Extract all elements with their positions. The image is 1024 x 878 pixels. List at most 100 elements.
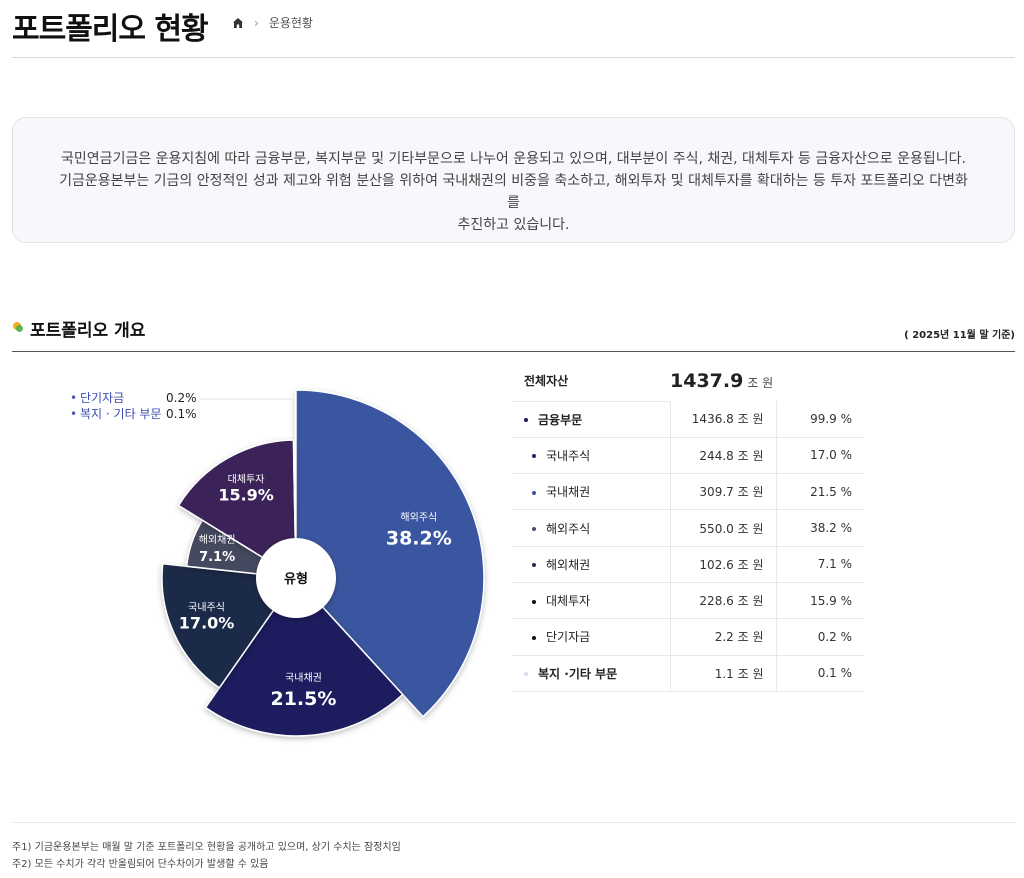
pie-center [256,538,336,618]
slice-percent: 7.1% [199,550,235,565]
row-percent: 38.2 % [776,509,864,547]
bullet-icon: • [70,391,78,405]
total-value: 1437.9 [670,370,744,392]
total-label: 전체자산 [512,361,670,402]
row-percent: 17.0 % [776,437,864,475]
row-label: 금융부문 [538,412,583,427]
table-row: 복지 ·기타 부문 1.1 조 원 0.1 % [512,655,864,692]
row-percent: 99.9 % [776,401,864,438]
table-body: 금융부문 1436.8 조 원 99.9 % 국내주식 244.8 조 원 17.0 % 국… [512,401,864,692]
bullet-dot-icon [524,418,528,423]
section-title: 포트폴리오 개요 [30,321,146,341]
breadcrumb: › 운용현황 [232,14,313,31]
row-label-cell: 단기자금 [512,618,670,656]
intro-line-3: 추진하고 있습니다. [457,217,570,233]
row-amount: 228.6 조 원 [669,582,777,620]
slice-label: 해외채권 [199,533,236,546]
row-percent: 0.2 % [776,618,864,656]
bullet-dot-icon [532,599,536,604]
page-header: 포트폴리오 현황 › 운용현황 [12,0,1015,58]
legend-value: 0.2% [166,391,197,405]
slice-label: 해외주식 [400,510,437,523]
row-label: 국내채권 [546,485,591,500]
footnotes: 주1) 기금운용본부는 매월 말 기준 포트폴리오 현황을 공개하고 있으며, … [12,822,1015,873]
row-percent: 15.9 % [776,582,864,620]
row-label: 복지 ·기타 부문 [538,666,618,681]
row-label: 단기자금 [546,630,591,645]
row-amount: 2.2 조 원 [669,618,777,656]
pie-center-label: 유형 [284,571,308,587]
page-title: 포트폴리오 현황 [12,12,209,47]
legend-value: 0.1% [166,407,197,421]
basis-date: ( 2025년 11월 말 기준) [904,330,1015,341]
table-row: 해외채권 102.6 조 원 7.1 % [512,546,864,583]
row-label-cell: 금융부문 [512,401,670,438]
row-label: 대체투자 [546,594,591,609]
row-label: 국내주식 [546,448,591,463]
row-label-cell: 대체투자 [512,582,670,620]
row-label-cell: 복지 ·기타 부문 [512,655,670,692]
slice-percent: 17.0% [179,614,235,633]
slice-percent: 15.9% [218,485,274,504]
table-row: 금융부문 1436.8 조 원 99.9 % [512,401,864,438]
legend-item: • 복지 · 기타 부문 0.1% [70,406,197,422]
slice-label: 국내채권 [285,672,322,684]
row-percent: 0.1 % [776,655,864,692]
row-label-cell: 국내주식 [512,437,670,475]
row-label: 해외주식 [546,521,591,536]
legend-item: • 단기자금 0.2% [70,390,197,406]
bullet-dot-icon [532,563,536,568]
row-amount: 1.1 조 원 [669,655,777,692]
row-amount: 550.0 조 원 [669,509,777,547]
legend-label: 단기자금 [80,391,125,405]
intro-line-2: 기금운용본부는 기금의 안정적인 성과 제고와 위험 분산을 위하여 국내채권의… [59,173,968,211]
table-row: 해외주식 550.0 조 원 38.2 % [512,509,864,547]
small-slices-legend: • 단기자금 0.2% • 복지 · 기타 부문 0.1% [70,390,197,422]
total-unit: 조 원 [747,376,774,390]
row-label-cell: 해외주식 [512,509,670,547]
row-amount: 244.8 조 원 [669,437,777,475]
total-amount: 1437.9 조 원 [670,361,864,401]
slice-label: 대체투자 [228,473,265,485]
table-row: 대체투자 228.6 조 원 15.9 % [512,582,864,620]
row-label-cell: 해외채권 [512,546,670,583]
bullet-dot-icon [532,454,536,459]
bullet-dot-icon [532,635,536,640]
table-row: 단기자금 2.2 조 원 0.2 % [512,618,864,656]
row-amount: 309.7 조 원 [669,473,777,511]
bullet-icon: • [70,407,78,421]
table-row-total: 전체자산 1437.9 조 원 [512,361,864,402]
slice-label: 국내주식 [188,602,225,614]
breadcrumb-current[interactable]: 운용현황 [268,16,313,30]
pie-slice[interactable] [177,439,297,580]
portfolio-table: 전체자산 1437.9 조 원 금융부문 1436.8 조 원 99.9 % 국내주식 2… [512,361,864,692]
row-amount: 102.6 조 원 [669,546,777,583]
bullet-dot-icon [532,490,536,495]
row-label: 해외채권 [546,557,591,572]
pie-slices [161,389,485,737]
slice-percent: 21.5% [270,688,336,710]
row-amount: 1436.8 조 원 [669,401,777,438]
row-label-cell: 국내채권 [512,473,670,511]
section-bullet-icon [13,322,23,332]
chevron-right-icon: › [254,15,259,30]
row-percent: 7.1 % [776,546,864,583]
pie-slice[interactable] [295,389,485,718]
footnote-2: 주2) 모든 수치가 각각 반올림되어 단수차이가 발생할 수 있음 [12,859,269,870]
intro-box: 국민연금기금은 운용지침에 따라 금융부문, 복지부문 및 기타부문으로 나누어… [12,117,1015,243]
bullet-dot-icon [524,672,528,677]
section-header: 포트폴리오 개요 ( 2025년 11월 말 기준) [12,314,1015,352]
pie-slice[interactable] [204,576,404,737]
intro-line-1: 국민연금기금은 운용지침에 따라 금융부문, 복지부문 및 기타부문으로 나누어… [61,151,966,167]
pie-slice[interactable] [294,389,297,579]
row-percent: 21.5 % [776,473,864,511]
slice-percent: 38.2% [386,527,452,549]
footnote-1: 주1) 기금운용본부는 매월 말 기준 포트폴리오 현황을 공개하고 있으며, … [12,842,401,853]
bullet-dot-icon [532,527,536,532]
home-icon[interactable] [232,17,244,29]
table-row: 국내주식 244.8 조 원 17.0 % [512,437,864,475]
legend-label: 복지 · 기타 부문 [80,407,162,421]
table-row: 국내채권 309.7 조 원 21.5 % [512,473,864,511]
